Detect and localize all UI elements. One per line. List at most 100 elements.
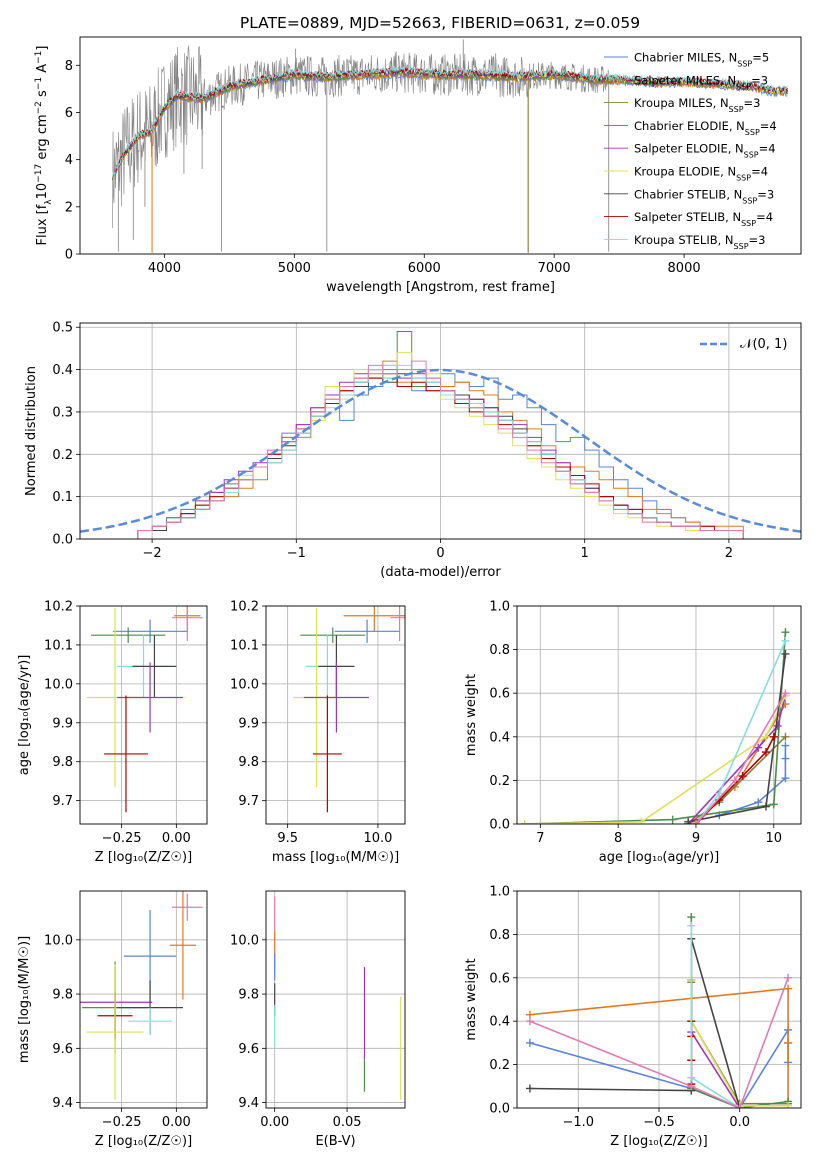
axes-frame: [79, 890, 208, 1109]
legend-entry: Chabrier MILES, NSSP=5: [634, 51, 769, 69]
weight-marker: [735, 1104, 744, 1108]
y-tick-label: 9.8: [52, 755, 73, 770]
y-tick-label: 10.0: [230, 933, 259, 948]
x-tick-label: 7: [536, 831, 544, 846]
model-spectrum-line: [112, 65, 788, 178]
y-tick-label: 9.4: [52, 1096, 73, 1111]
error-bar-point: [334, 619, 400, 643]
x-tick-label: 1: [581, 546, 589, 561]
y-tick-label: 10.1: [44, 638, 73, 653]
error-bar-point: [128, 1007, 172, 1035]
axes-frame: [516, 605, 802, 825]
weight-series: [520, 628, 790, 824]
x-tick-label: 8000: [668, 261, 701, 276]
error-bar-point: [171, 606, 203, 642]
y-tick-label: 0.0: [489, 1102, 510, 1117]
axes-frame: [265, 890, 406, 1109]
x-tick-label: −2: [143, 546, 162, 561]
weight-line: [524, 695, 787, 824]
normal-curve: [80, 368, 801, 533]
weight-marker: [754, 798, 763, 807]
x-tick-label: 10: [765, 831, 782, 846]
y-axis-label: age [log₁₀(age/yr)]: [17, 655, 32, 776]
x-tick-label: −1.0: [563, 1115, 595, 1130]
legend-entry: 𝒩(0, 1): [740, 337, 787, 352]
y-tick-label: 1.0: [489, 600, 510, 615]
y-tick-label: 9.8: [52, 988, 73, 1003]
y-tick-label: 4: [65, 153, 73, 168]
legend-entry: Chabrier ELODIE, NSSP=4: [634, 119, 777, 137]
axes-frame: [79, 322, 802, 540]
y-axis-label: Normed distribution: [24, 366, 39, 496]
weight-marker: [769, 800, 778, 809]
weight-marker: [781, 689, 790, 698]
x-tick-label: 2: [725, 546, 733, 561]
x-tick-label: −0.5: [643, 1115, 675, 1130]
y-tick-label: 8: [65, 59, 73, 74]
y-tick-label: 0.4: [489, 1015, 510, 1030]
weight-marker: [781, 754, 790, 763]
weight-marker: [781, 741, 790, 750]
x-axis-label: (data-model)/error: [380, 565, 501, 580]
x-axis-label: mass [log₁₀(M/M☉)]: [272, 850, 399, 865]
y-tick-label: 0.6: [489, 971, 510, 986]
weight-marker: [761, 732, 770, 741]
weight-marker: [715, 789, 724, 798]
weight-marker: [784, 973, 793, 982]
error-bar-point: [390, 606, 405, 642]
y-tick-label: 0.8: [489, 643, 510, 658]
y-axis-label: mass weight: [464, 958, 479, 1040]
legend-entry: Salpeter ELODIE, NSSP=4: [634, 142, 776, 160]
weight-marker: [738, 772, 747, 781]
x-tick-label: 8: [614, 831, 622, 846]
weight-marker: [784, 1038, 793, 1047]
weight-marker: [781, 636, 790, 645]
x-axis-label: E(B-V): [315, 1134, 355, 1149]
x-tick-label: −1: [287, 546, 306, 561]
weight-marker: [525, 1038, 534, 1047]
weight-marker: [637, 817, 646, 824]
x-tick-label: 0.00: [260, 1115, 289, 1130]
y-axis-label: mass [log₁₀(M/M☉)]: [17, 936, 32, 1063]
weight-vs-age-panel: 7 8 9 10 0.0 0.2 0.4 0.6 0.8 1.0 age [log₁₀(age/yr…: [464, 600, 802, 865]
y-tick-label: 9.6: [52, 1042, 73, 1057]
error-bar-point: [303, 662, 369, 733]
x-tick-label: 0.05: [333, 1115, 362, 1130]
residuals-panel: −2 −1 0 1 2 0.0 0.1 0.2 0.3 0.4 0.5 (data-model)/er…: [24, 321, 802, 580]
weight-marker: [761, 802, 770, 811]
x-axis-label: Z [log₁₀(Z/Z☉)]: [95, 850, 192, 865]
x-axis-label: Z [log₁₀(Z/Z☉)]: [610, 1134, 707, 1149]
x-axis-label: wavelength [Angstrom, rest frame]: [326, 280, 555, 295]
observed-spectrum: [112, 45, 609, 229]
x-tick-label: −0.25: [102, 1115, 142, 1130]
weight-marker: [520, 820, 529, 824]
axes-frame: [265, 605, 406, 825]
y-tick-label: 0.6: [489, 687, 510, 702]
y-tick-label: 0.2: [489, 1058, 510, 1073]
y-tick-label: 10.2: [44, 600, 73, 615]
y-tick-label: 10.0: [44, 933, 73, 948]
y-tick-label: 9.7: [238, 794, 259, 809]
weight-series: [687, 921, 744, 1108]
x-tick-label: 4000: [148, 261, 181, 276]
y-tick-label: 2: [65, 200, 73, 215]
y-tick-label: 0.2: [489, 774, 510, 789]
weight-marker: [781, 732, 790, 741]
y-tick-label: 9.6: [238, 1042, 259, 1057]
weight-marker: [687, 1073, 696, 1082]
weight-marker: [761, 748, 770, 757]
weight-marker: [687, 1082, 696, 1091]
error-bar-point: [343, 606, 405, 632]
error-bar-point: [312, 695, 342, 813]
spectrum-legend: Chabrier MILES, NSSP=5 Salpeter MILES, NS…: [604, 51, 777, 250]
error-bar-point: [132, 635, 177, 698]
weight-marker: [525, 1017, 534, 1026]
weight-series: [525, 973, 793, 1108]
y-tick-label: 9.7: [52, 794, 73, 809]
y-tick-label: 9.9: [238, 716, 259, 731]
weight-series: [691, 689, 790, 824]
error-bar-point: [112, 619, 188, 643]
y-tick-label: 0.4: [52, 363, 73, 378]
x-tick-label: 10.0: [363, 831, 392, 846]
weight-marker: [684, 817, 693, 824]
